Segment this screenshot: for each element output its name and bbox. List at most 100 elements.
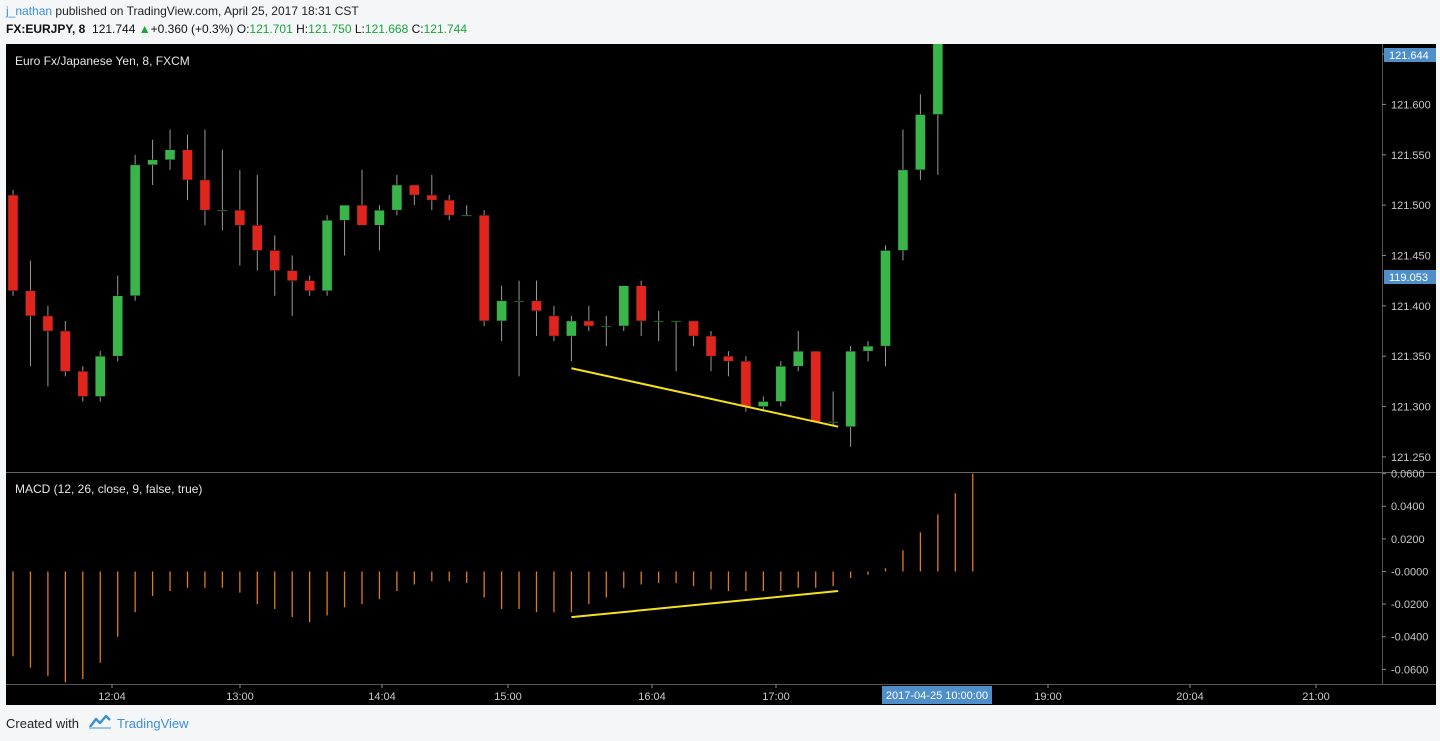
candle [391,184,403,211]
open-value: 121.701 [249,22,293,36]
top-price-tag: 121.644 [1389,50,1429,62]
macd-trendline [571,590,839,619]
price-tick-label: 121.300 [1391,402,1431,414]
candle [286,270,298,281]
time-tick-label: 17:00 [762,691,790,703]
candle [339,204,350,221]
candle [42,315,54,332]
open-label: O: [236,22,250,36]
time-tick-label: 13:00 [226,691,254,703]
price-tick-label: 121.500 [1391,200,1431,212]
candle [775,366,787,402]
candle [426,194,438,201]
high-label: H: [296,22,309,36]
candle [25,290,36,317]
time-tick-label: 15:00 [494,691,522,703]
price-change: +0.360 (+0.3%) [150,22,234,36]
candle [827,421,839,423]
candle [234,209,246,226]
price-trendline [571,367,839,428]
footer: Created with TradingView [0,705,1440,741]
candle [618,285,629,327]
candle [566,320,577,337]
candle [862,345,874,352]
publish-info: j_nathan published on TradingView.com, A… [6,4,359,18]
chart-canvas[interactable]: 121.250 121.300 121.350 121.400 121.450 121.5… [6,44,1436,705]
tradingview-logo-icon[interactable] [88,714,112,730]
candle [60,330,71,372]
candle [269,250,280,271]
candle [548,315,560,337]
candle [409,184,420,196]
candle [444,199,455,216]
price-tick-label: 121.400 [1391,301,1431,313]
candle [810,350,821,422]
candle [217,209,228,212]
candle [705,335,717,357]
price-tick-label: 121.350 [1391,351,1431,363]
candle [496,300,507,322]
candle [129,164,141,297]
macd-tick-label: -0.0400 [1391,632,1428,644]
candle [583,320,595,327]
candle [897,169,909,251]
marker-price-tag-bg [1384,270,1436,284]
macd-tick-label: 0.0200 [1391,534,1425,546]
candle [531,300,542,312]
macd-tick-label: -0.0200 [1391,599,1428,611]
candle [7,194,19,291]
price-tick-label: 121.250 [1391,452,1431,464]
macd-tick-label: 0.0600 [1391,469,1425,481]
candle [845,350,856,427]
price-pane-title: Euro Fx/Japanese Yen, 8, FXCM [15,54,190,68]
published-text: published on TradingView.com, April 25, … [55,4,359,18]
candle [740,360,752,407]
tradingview-brand-link[interactable]: TradingView [117,716,189,731]
candle [915,114,926,171]
time-tick-label: 21:00 [1302,691,1330,703]
candle [182,149,193,181]
chart-background [6,44,1436,705]
chart-header: j_nathan published on TradingView.com, A… [0,0,1440,44]
macd-pane-title: MACD (12, 26, close, 9, false, true) [15,482,202,496]
time-tick-label: 12:04 [98,691,126,703]
candle [653,320,664,323]
candle [601,325,612,328]
candle [793,350,804,367]
macd-tick-label: 0.0400 [1391,501,1425,513]
price-tick-label: 121.550 [1391,150,1431,162]
candle [461,214,472,217]
low-value: 121.668 [364,22,409,36]
price-tick-label: 121.600 [1391,99,1431,111]
time-tick-label: 16:04 [638,691,666,703]
low-label: L: [354,22,365,36]
candle [723,355,734,362]
time-tick-label: 19:00 [1034,691,1062,703]
candle [880,250,891,347]
candle [199,179,211,211]
candle [304,280,315,291]
candle [112,295,123,357]
top-price-tag-bg [1384,48,1436,62]
candle [635,285,647,322]
chart-area[interactable]: 121.250 121.300 121.350 121.400 121.450 121.5… [6,44,1436,705]
created-with-text: Created with [6,716,79,731]
high-value: 121.750 [308,22,352,36]
candle [758,401,769,407]
time-tick-label: 14:04 [368,691,396,703]
candle [478,214,490,322]
candle [147,159,158,166]
candle [932,44,944,115]
time-tick-label: 20:04 [1176,691,1204,703]
price-tick-label: 121.450 [1391,250,1431,262]
candle [688,320,699,337]
candle [374,209,385,226]
candle [252,225,263,251]
candle [77,371,89,397]
author-link[interactable]: j_nathan [6,4,53,18]
candle [321,219,333,291]
crosshair-time-tag: 2017-04-25 10:00:00 [886,690,988,702]
candle [513,300,525,303]
candle [670,320,682,323]
close-label: C: [411,22,424,36]
